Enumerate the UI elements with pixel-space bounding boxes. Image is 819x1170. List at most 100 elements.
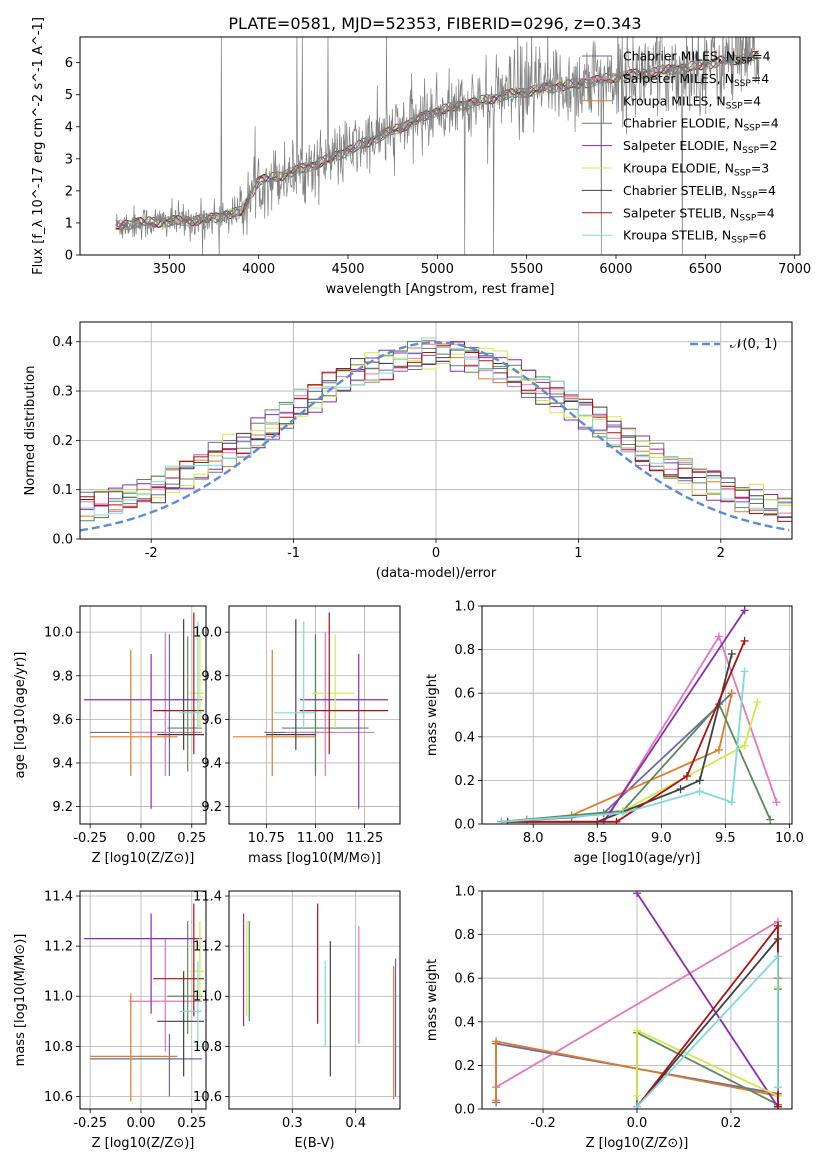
histogram-line [80, 341, 792, 522]
y-tick-label: 11.4 [193, 890, 222, 905]
y-tick-label: 10.0 [44, 626, 73, 641]
y-tick-label: 11.2 [44, 940, 73, 955]
y-tick-label: 0.8 [454, 643, 475, 658]
y-tick-label: 9.8 [201, 669, 222, 684]
panel-mass_vs_ebv: 0.3 0.4 10.6 10.8 11.0 11.2 11.4 E(B-V) [193, 890, 401, 1151]
y-tick-label: 10.8 [193, 1040, 222, 1055]
x-tick-label: -2 [145, 546, 158, 561]
x-tick-label: 7000 [778, 262, 811, 277]
axes-frame [79, 890, 207, 1110]
legend-label: Salpeter MILES, NSSP=4 [623, 71, 769, 89]
y-axis-label: Normed distribution [23, 366, 38, 496]
y-tick-label: 0.6 [454, 972, 475, 987]
y-tick-label: 0.6 [454, 687, 475, 702]
normal-curve [80, 340, 790, 532]
y-tick-label: 0.3 [52, 385, 73, 400]
plot-area-mass_vs_Z [84, 903, 204, 1102]
legend-label: Kroupa MILES, NSSP=4 [623, 93, 761, 111]
x-axis-label: Z [log10(Z/Z⊙)] [586, 1136, 689, 1151]
x-tick-label: 11.25 [346, 831, 383, 846]
y-tick-label: 9.2 [201, 800, 222, 815]
y-tick-label: 0 [65, 249, 73, 264]
y-axis-label: age [log10(age/yr)] [13, 652, 28, 779]
x-tick-label: 0.3 [282, 1116, 303, 1131]
x-tick-label: 0.00 [126, 831, 155, 846]
y-tick-label: 9.4 [201, 756, 222, 771]
x-tick-label: 5500 [510, 262, 543, 277]
x-axis-label: E(B-V) [294, 1136, 334, 1151]
y-tick-label: 0.2 [52, 434, 73, 449]
x-axis-label: age [log10(age/yr)] [574, 851, 701, 866]
series-line [636, 954, 779, 1108]
y-tick-label: 1 [65, 216, 73, 231]
series-line [501, 640, 746, 823]
y-tick-label: 0.8 [454, 928, 475, 943]
legend-label: Chabrier STELIB, NSSP=4 [623, 183, 776, 201]
x-tick-label: 5000 [421, 262, 454, 277]
plot-area-age_vs_mass [232, 612, 389, 809]
y-tick-label: 0.4 [454, 1015, 475, 1030]
legend-label: 𝒩(0, 1) [730, 337, 777, 352]
legend-label: Kroupa STELIB, NSSP=6 [623, 228, 767, 246]
panel-mass_weight_vs_Z: -0.2 0.0 0.2 0.0 0.2 0.4 0.6 0.8 1.0 Z [log10(Z/Z… [425, 885, 793, 1151]
x-tick-label: 4500 [331, 262, 364, 277]
x-tick-label: 9.5 [715, 831, 736, 846]
x-axis-label: Z [log10(Z/Z⊙)] [92, 1136, 195, 1151]
x-tick-label: -0.25 [73, 1116, 107, 1131]
panel-age_vs_Z: -0.25 0.00 0.25 9.2 9.4 9.6 9.8 10.0 Z [log10(Z/… [13, 605, 207, 866]
x-tick-label: -0.25 [73, 831, 107, 846]
x-axis-label: mass [log10(M/M⊙)] [248, 851, 381, 866]
y-tick-label: 2 [65, 184, 73, 199]
y-tick-label: 11.2 [193, 940, 222, 955]
x-tick-label: 10.75 [248, 831, 285, 846]
axes-frame [79, 605, 207, 825]
y-tick-label: 9.6 [201, 713, 222, 728]
x-axis-label: wavelength [Angstrom, rest frame] [326, 282, 555, 297]
x-tick-label: 8.5 [587, 831, 608, 846]
y-tick-label: 0.0 [454, 818, 475, 833]
y-axis-label: mass weight [425, 674, 440, 756]
y-tick-label: 4 [65, 120, 73, 135]
series-line [501, 702, 772, 823]
x-tick-label: 0.2 [721, 1116, 742, 1131]
y-tick-label: 10.6 [193, 1090, 222, 1105]
x-tick-label: 1 [574, 546, 582, 561]
panel-spectrum: 3500 4000 4500 5000 5500 6000 6500 7000 0 1 2 3 4 5 6 w… [31, 17, 811, 297]
axes-frame [228, 890, 401, 1110]
panel-age_vs_mass: 10.75 11.00 11.25 9.2 9.4 9.6 9.8 10.0 mass [log… [193, 605, 401, 866]
axes-frame [79, 36, 801, 256]
axes-frame [481, 605, 793, 825]
y-axis-label: Flux [f_λ 10^-17 erg cm^-2 s^-1 A^-1] [31, 17, 46, 275]
y-tick-label: 0.2 [454, 1059, 475, 1074]
panel-residuals: -2 -1 0 1 2 0.0 0.1 0.2 0.3 0.4 (data-model)/error… [23, 321, 793, 581]
y-tick-label: 9.8 [52, 669, 73, 684]
series-line [636, 923, 779, 1108]
y-tick-label: 1.0 [454, 885, 475, 900]
x-tick-label: 0.25 [177, 1116, 206, 1131]
y-tick-label: 10.8 [44, 1040, 73, 1055]
series-line [636, 892, 779, 1108]
x-tick-label: 0.25 [177, 831, 206, 846]
x-tick-label: -0.2 [530, 1116, 555, 1131]
y-tick-label: 9.2 [52, 800, 73, 815]
histogram-line [80, 341, 792, 522]
x-tick-label: 10.0 [775, 831, 804, 846]
plot-area-spectrum [115, 37, 760, 255]
y-tick-label: 0.2 [454, 774, 475, 789]
legend-label: Kroupa ELODIE, NSSP=3 [623, 161, 769, 179]
y-tick-label: 3 [65, 152, 73, 167]
y-tick-label: 11.0 [44, 990, 73, 1005]
x-tick-label: 0 [432, 546, 440, 561]
x-tick-label: 3500 [153, 262, 186, 277]
x-tick-label: 0.0 [627, 1116, 648, 1131]
y-tick-label: 0.4 [454, 730, 475, 745]
y-tick-label: 0.4 [52, 335, 73, 350]
y-tick-label: 0.0 [454, 1103, 475, 1118]
y-tick-label: 10.6 [44, 1090, 73, 1105]
axes-frame [228, 605, 401, 825]
y-tick-label: 1.0 [454, 600, 475, 615]
x-tick-label: 11.00 [297, 831, 334, 846]
legend-label: Chabrier MILES, NSSP=4 [623, 49, 771, 67]
observed-spectrum-line [115, 37, 760, 255]
